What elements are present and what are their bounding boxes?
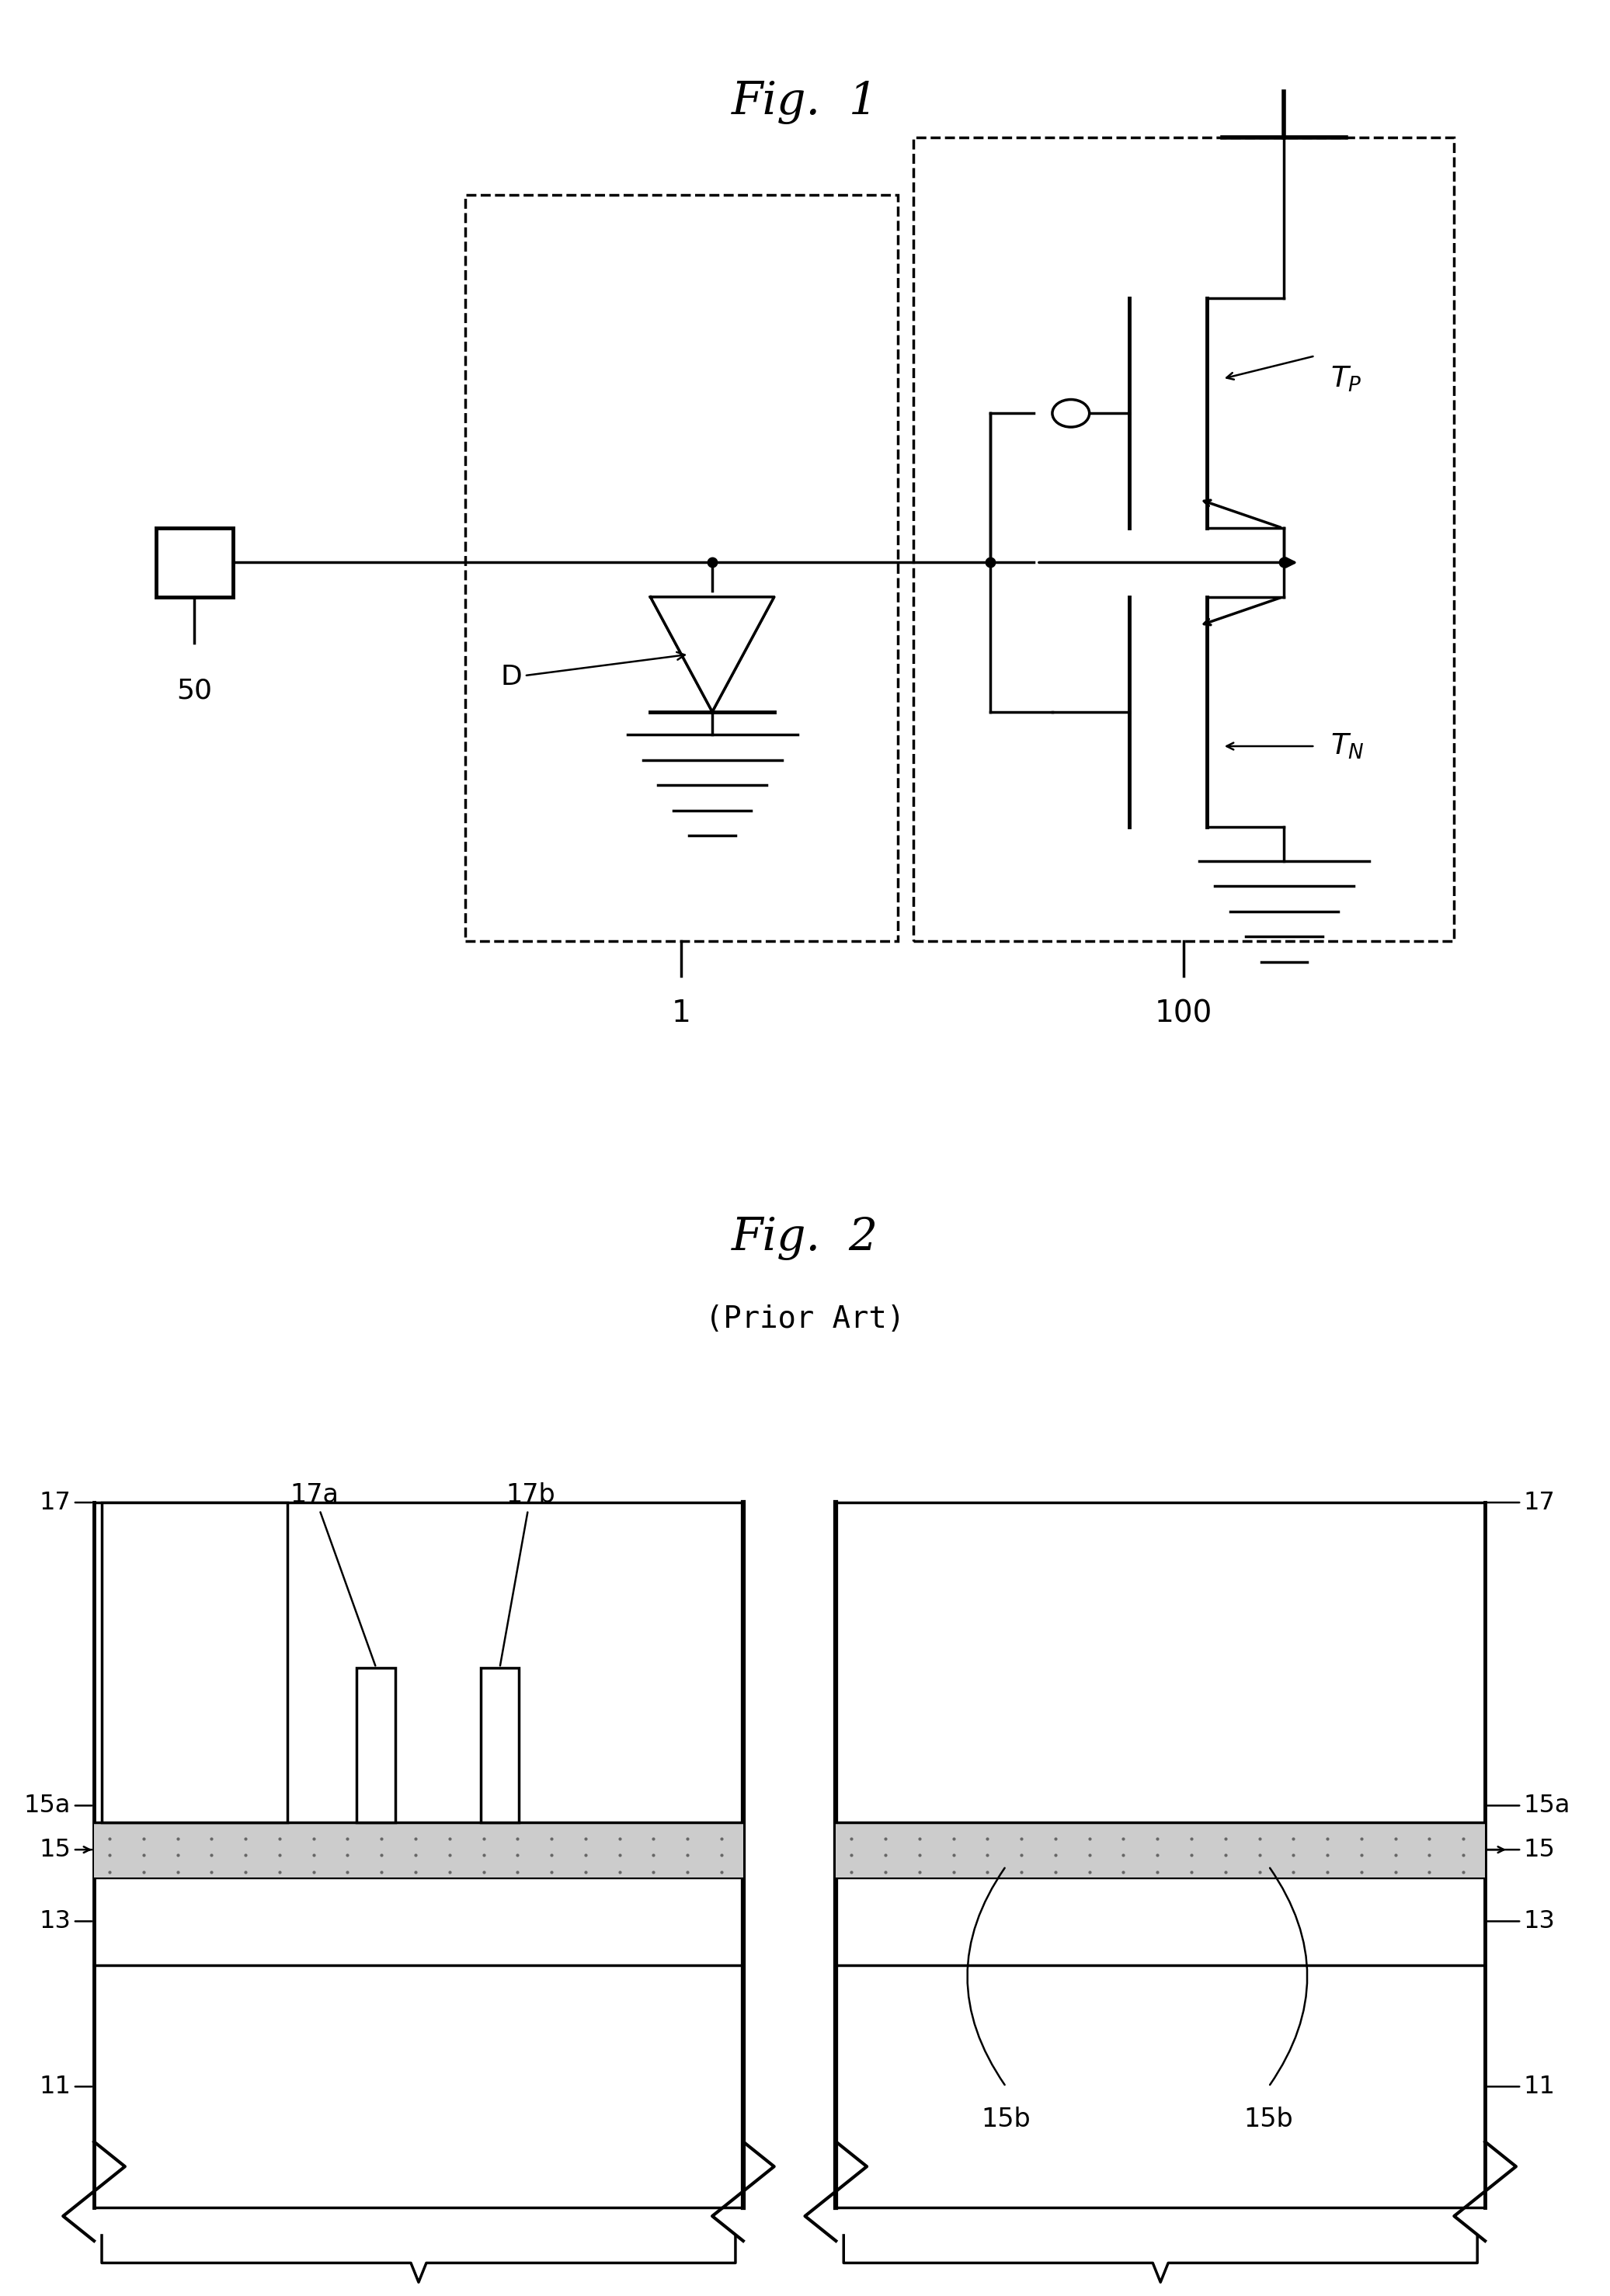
Text: 1: 1 [671, 999, 691, 1029]
Text: 13: 13 [1488, 1910, 1555, 1933]
Polygon shape [650, 597, 774, 712]
Bar [480, 1667, 518, 1823]
Text: 15: 15 [39, 1837, 92, 1862]
Text: (Prior Art): (Prior Art) [705, 1304, 905, 1334]
Text: 13: 13 [39, 1910, 92, 1933]
Text: 17: 17 [1488, 1490, 1555, 1515]
Text: 11: 11 [39, 2076, 92, 2099]
Text: $T_P$: $T_P$ [1330, 365, 1362, 393]
Text: 15b: 15b [980, 2108, 1030, 2133]
Text: $T_N$: $T_N$ [1330, 732, 1365, 760]
Circle shape [1053, 400, 1090, 427]
Bar [357, 1667, 396, 1823]
Bar [913, 138, 1454, 941]
Text: 17b: 17b [501, 1483, 555, 1665]
Bar [836, 1823, 1484, 1878]
Bar [156, 528, 233, 597]
Bar [93, 1823, 744, 1878]
Text: 17a: 17a [290, 1483, 375, 1667]
Text: 11: 11 [1488, 2076, 1555, 2099]
Text: Fig.  1: Fig. 1 [731, 80, 879, 124]
Text: D: D [501, 652, 684, 691]
Text: 15a: 15a [24, 1793, 92, 1818]
Text: 15a: 15a [1488, 1793, 1571, 1818]
Text: 15b: 15b [1245, 2108, 1293, 2133]
Bar [465, 195, 898, 941]
Text: 50: 50 [177, 677, 213, 703]
Text: Fig.  2: Fig. 2 [731, 1217, 879, 1261]
Bar [101, 1502, 287, 1823]
Text: 100: 100 [1154, 999, 1212, 1029]
Text: 15: 15 [1488, 1837, 1555, 1862]
Text: 17: 17 [39, 1490, 92, 1515]
